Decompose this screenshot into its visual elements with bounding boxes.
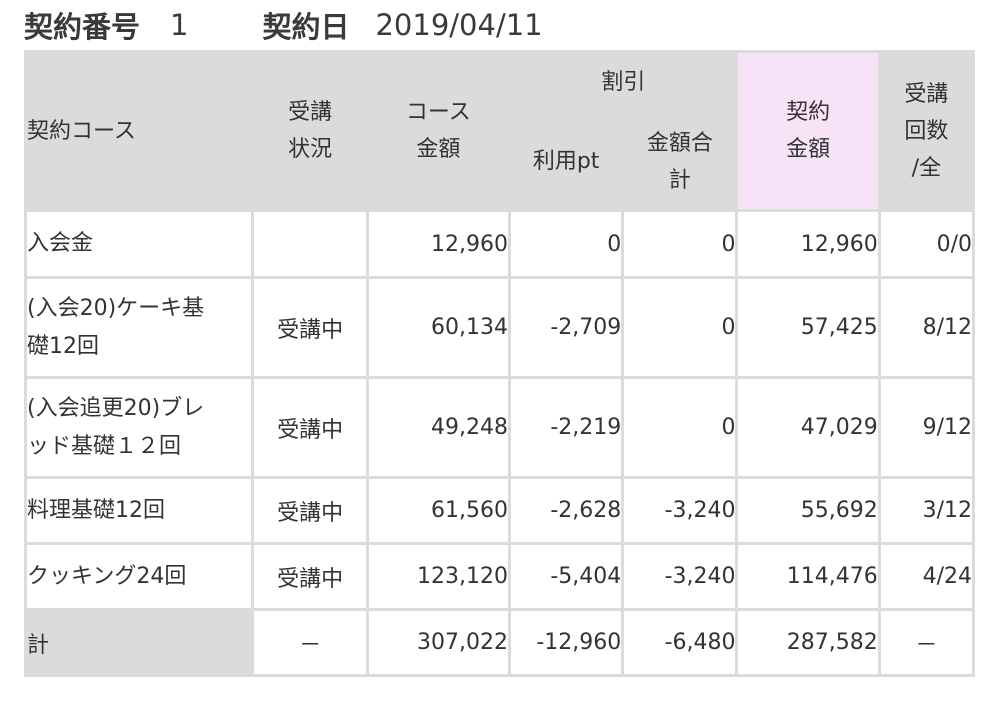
header-course-amount: コース 金額 [368, 53, 508, 209]
header-discount: 割引 [511, 53, 736, 111]
total-points: -12,960 [511, 611, 622, 674]
total-contract-amount: 287,582 [738, 611, 878, 674]
discount-total-cell: 0 [624, 379, 736, 476]
header-status: 受講 状況 [254, 53, 366, 209]
contract-amount-cell: 47,029 [738, 379, 878, 476]
table-row: 入会金 12,960 0 0 12,960 0/0 [27, 212, 972, 276]
sessions-cell: 9/12 [880, 379, 972, 476]
table-row: (入会追更20)ブレ ッド基礎１２回 受講中 49,248 -2,219 0 47… [27, 379, 972, 476]
course-name: (入会20)ケーキ基 礎12回 [27, 279, 252, 376]
sessions-cell: 4/24 [880, 545, 972, 608]
discount-total-cell: -3,240 [624, 545, 736, 608]
course-amount-cell: 61,560 [368, 479, 508, 542]
course-amount-cell: 60,134 [368, 279, 508, 376]
points-cell: -2,219 [511, 379, 622, 476]
contract-header: 契約番号 1 契約日 2019/04/11 [24, 2, 543, 48]
course-amount-cell: 49,248 [368, 379, 508, 476]
course-name: 入会金 [27, 212, 252, 276]
points-cell: -2,628 [511, 479, 622, 542]
total-discount-total: -6,480 [624, 611, 736, 674]
contract-table: 契約コース 受講 状況 コース 金額 割引 契約 金額 受講 回数/全 利用pt 金額合… [24, 50, 975, 677]
sessions-cell: 0/0 [880, 212, 972, 276]
total-row: 計 － 307,022 -12,960 -6,480 287,582 － [27, 611, 972, 674]
contract-amount-cell: 57,425 [738, 279, 878, 376]
status-cell: 受講中 [254, 379, 366, 476]
contract-number-label: 契約番号 [24, 10, 141, 44]
header-contract-amount: 契約 金額 [738, 53, 878, 209]
course-name: 料理基礎12回 [27, 479, 252, 542]
status-cell: 受講中 [254, 279, 366, 376]
points-cell: -2,709 [511, 279, 622, 376]
contract-date-value: 2019/04/11 [375, 8, 543, 42]
course-amount-cell: 12,960 [368, 212, 508, 276]
points-cell: 0 [511, 212, 622, 276]
contract-number-value: 1 [170, 8, 189, 42]
status-cell [254, 212, 366, 276]
total-label: 計 [27, 611, 252, 674]
status-cell: 受講中 [254, 479, 366, 542]
course-name: (入会追更20)ブレ ッド基礎１２回 [27, 379, 252, 476]
header-sessions: 受講 回数/全 [880, 53, 972, 209]
contract-amount-cell: 12,960 [738, 212, 878, 276]
sessions-cell: 8/12 [880, 279, 972, 376]
header-discount-total: 金額合計 [624, 114, 736, 209]
contract-amount-cell: 55,692 [738, 479, 878, 542]
course-name: クッキング24回 [27, 545, 252, 608]
status-cell: 受講中 [254, 545, 366, 608]
course-amount-cell: 123,120 [368, 545, 508, 608]
header-points: 利用pt [511, 114, 622, 209]
total-sessions: － [880, 611, 972, 674]
discount-total-cell: 0 [624, 212, 736, 276]
table-row: クッキング24回 受講中 123,120 -5,404 -3,240 114,4… [27, 545, 972, 608]
discount-total-cell: 0 [624, 279, 736, 376]
header-course: 契約コース [27, 53, 252, 209]
total-course-amount: 307,022 [368, 611, 508, 674]
contract-date-label: 契約日 [262, 10, 350, 44]
total-status: － [254, 611, 366, 674]
table-row: 料理基礎12回 受講中 61,560 -2,628 -3,240 55,692 … [27, 479, 972, 542]
sessions-cell: 3/12 [880, 479, 972, 542]
points-cell: -5,404 [511, 545, 622, 608]
table-row: (入会20)ケーキ基 礎12回 受講中 60,134 -2,709 0 57,42… [27, 279, 972, 376]
contract-amount-cell: 114,476 [738, 545, 878, 608]
discount-total-cell: -3,240 [624, 479, 736, 542]
